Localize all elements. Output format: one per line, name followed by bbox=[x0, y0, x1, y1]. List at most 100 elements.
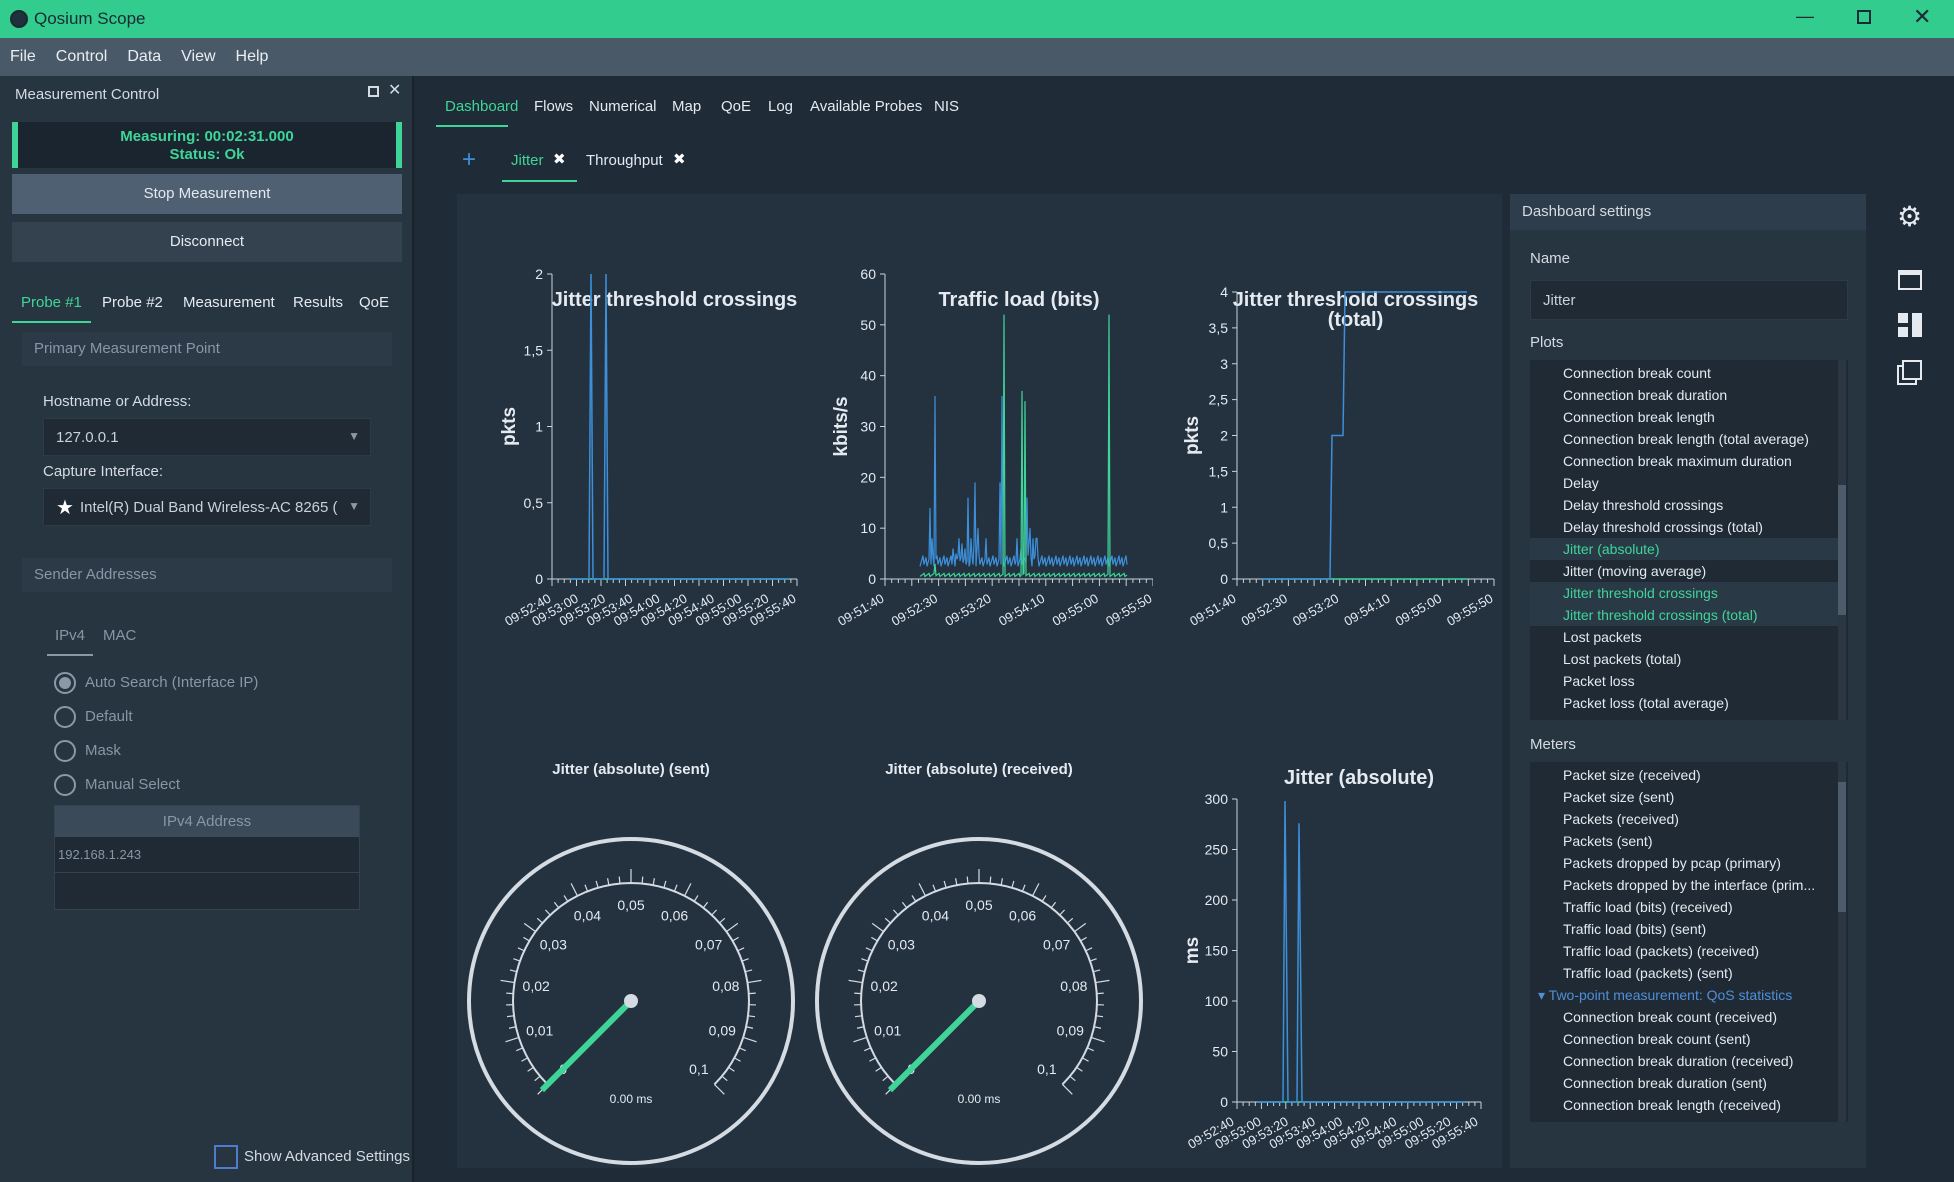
tab-map[interactable]: Map bbox=[672, 98, 702, 115]
close-tab-icon[interactable]: ✖ bbox=[673, 151, 686, 168]
tab-log[interactable]: Log bbox=[768, 98, 794, 115]
close-tab-icon[interactable]: ✖ bbox=[553, 151, 566, 168]
scrollbar-thumb[interactable] bbox=[1838, 485, 1846, 615]
maximize-icon[interactable] bbox=[1857, 10, 1871, 24]
y-tick-label: 60 bbox=[860, 266, 876, 282]
series-sent-line bbox=[570, 273, 789, 580]
list-item[interactable]: Connection break length (received) bbox=[1563, 1097, 1781, 1113]
menu-view[interactable]: View bbox=[181, 48, 216, 65]
name-input[interactable]: Jitter bbox=[1530, 280, 1848, 320]
list-item[interactable]: Connection break count bbox=[1563, 365, 1711, 381]
advanced-settings-checkbox[interactable] bbox=[214, 1145, 238, 1169]
tab-qoe[interactable]: QoE bbox=[721, 98, 752, 115]
radio-auto-search-label: Auto Search (Interface IP) bbox=[85, 674, 259, 691]
list-item[interactable]: ▾ Two-point measurement: QoS statistics bbox=[1538, 987, 1793, 1003]
tab-measurement[interactable]: Measurement bbox=[183, 294, 275, 311]
disconnect-button[interactable]: Disconnect bbox=[12, 222, 402, 262]
radio-auto-search[interactable] bbox=[54, 672, 76, 694]
list-item[interactable]: Packets dropped by the interface (prim..… bbox=[1563, 877, 1816, 893]
scrollbar-thumb[interactable] bbox=[1838, 782, 1846, 912]
gauge-tick bbox=[882, 1075, 889, 1082]
list-item[interactable]: Delay threshold crossings bbox=[1563, 497, 1724, 513]
radio-mask[interactable] bbox=[54, 740, 76, 762]
list-item[interactable]: Traffic load (packets) (received) bbox=[1563, 943, 1760, 959]
close-panel-icon[interactable]: ✕ bbox=[388, 82, 402, 99]
add-dashboard-icon[interactable]: + bbox=[462, 146, 477, 173]
tab-ipv4[interactable]: IPv4 bbox=[55, 627, 86, 644]
tab-probe-2[interactable]: Probe #2 bbox=[102, 294, 163, 311]
tab-available-probes[interactable]: Available Probes bbox=[810, 98, 923, 115]
tab-qoe[interactable]: QoE bbox=[359, 294, 390, 311]
list-item[interactable]: Connection break length (total average) bbox=[1563, 431, 1809, 447]
list-item[interactable]: Connection break duration bbox=[1563, 387, 1728, 403]
list-item[interactable]: Jitter threshold crossings bbox=[1530, 582, 1838, 604]
menu-data[interactable]: Data bbox=[127, 48, 162, 65]
list-item[interactable]: Jitter threshold crossings (total) bbox=[1530, 604, 1838, 626]
tab-numerical[interactable]: Numerical bbox=[589, 98, 657, 115]
y-tick-label: 0 bbox=[868, 571, 876, 587]
menu-help[interactable]: Help bbox=[235, 48, 269, 65]
list-item[interactable]: Lost packets bbox=[1563, 629, 1642, 645]
gauge-tick bbox=[861, 958, 869, 962]
tab-probe-1[interactable]: Probe #1 bbox=[21, 294, 82, 311]
window-icon[interactable] bbox=[1898, 270, 1922, 290]
list-item[interactable]: Packet size (received) bbox=[1563, 767, 1701, 783]
list-item[interactable]: Packet loss bbox=[1563, 673, 1635, 689]
list-item[interactable]: Packets (sent) bbox=[1563, 833, 1653, 849]
list-item[interactable]: Lost packets (total) bbox=[1563, 651, 1682, 667]
minimize-icon[interactable]: — bbox=[1796, 6, 1814, 26]
ipv4-table-row[interactable]: 192.168.1.243 bbox=[55, 837, 359, 873]
radio-default[interactable] bbox=[54, 706, 76, 728]
tab-flows[interactable]: Flows bbox=[534, 98, 574, 115]
list-item[interactable]: Packet loss (total average) bbox=[1563, 695, 1729, 711]
gauge-tick bbox=[673, 884, 678, 892]
list-item[interactable]: Traffic load (packets) (sent) bbox=[1563, 965, 1733, 981]
list-item[interactable]: Jitter (moving average) bbox=[1563, 563, 1707, 579]
dashboard-tab-throughput[interactable]: Throughput bbox=[586, 152, 663, 169]
list-item[interactable]: Jitter (absolute) bbox=[1530, 538, 1838, 560]
gauge-tick bbox=[1085, 947, 1093, 952]
list-item[interactable]: Connection break count (received) bbox=[1563, 1009, 1778, 1025]
copy-icon[interactable] bbox=[1902, 360, 1922, 380]
title-bar: Qosium Scope — ✕ bbox=[0, 0, 1954, 38]
gear-icon[interactable]: ⚙ bbox=[1897, 201, 1923, 232]
list-item[interactable]: Traffic load (bits) (sent) bbox=[1563, 921, 1707, 937]
list-item[interactable]: Connection break length bbox=[1563, 409, 1715, 425]
list-scrollbar[interactable] bbox=[1838, 762, 1846, 1122]
capture-interface-combobox[interactable]: ★ Intel(R) Dual Band Wireless-AC 8265 ( … bbox=[43, 488, 371, 526]
list-item[interactable]: Connection break duration (received) bbox=[1563, 1053, 1794, 1069]
list-item[interactable]: Connection break duration (sent) bbox=[1563, 1075, 1767, 1091]
gauge-title: Jitter (absolute) (sent) bbox=[552, 761, 710, 778]
x-tick-label: 09:54:10 bbox=[996, 591, 1047, 629]
list-item[interactable]: Packets dropped by pcap (primary) bbox=[1563, 855, 1781, 871]
list-item[interactable]: Traffic load (bits) (received) bbox=[1563, 899, 1733, 915]
gauge-needle bbox=[887, 998, 982, 1093]
list-item[interactable]: Connection break maximum duration bbox=[1563, 453, 1792, 469]
radio-manual-select[interactable] bbox=[54, 774, 76, 796]
tab-mac[interactable]: MAC bbox=[103, 627, 137, 644]
tab-dashboard[interactable]: Dashboard bbox=[445, 98, 519, 115]
hostname-combobox[interactable]: 127.0.0.1 ▼ bbox=[43, 418, 371, 456]
list-item[interactable]: Packets (received) bbox=[1563, 811, 1679, 827]
dashboard-tab-jitter[interactable]: Jitter bbox=[511, 152, 544, 169]
gauge-tick bbox=[865, 947, 873, 952]
menu-control[interactable]: Control bbox=[55, 48, 108, 65]
gauge-tick-label: 0,05 bbox=[617, 897, 644, 913]
x-tick-label: 09:52:30 bbox=[889, 591, 940, 629]
tab-results[interactable]: Results bbox=[293, 294, 344, 311]
list-item[interactable]: Packet size (sent) bbox=[1563, 789, 1675, 805]
list-item[interactable]: QoS sc... bbox=[1530, 714, 1838, 720]
menu-file[interactable]: File bbox=[10, 48, 36, 65]
close-icon[interactable]: ✕ bbox=[1913, 4, 1932, 29]
float-panel-icon[interactable] bbox=[368, 86, 379, 97]
gauge-tick bbox=[932, 884, 937, 892]
list-item[interactable]: Connection break count (sent) bbox=[1563, 1031, 1751, 1047]
stop-measurement-button[interactable]: Stop Measurement bbox=[12, 174, 402, 214]
list-item[interactable]: Delay bbox=[1563, 475, 1599, 491]
list-scrollbar[interactable] bbox=[1838, 360, 1846, 720]
tab-nis[interactable]: NIS bbox=[934, 98, 960, 115]
list-item[interactable]: Delay threshold crossings (total) bbox=[1563, 519, 1763, 535]
list-item[interactable]: Connection break length (sent) bbox=[1530, 1116, 1838, 1122]
y-tick-label: 2,5 bbox=[1209, 392, 1229, 408]
dashboard-layout-icon[interactable] bbox=[1898, 313, 1922, 337]
